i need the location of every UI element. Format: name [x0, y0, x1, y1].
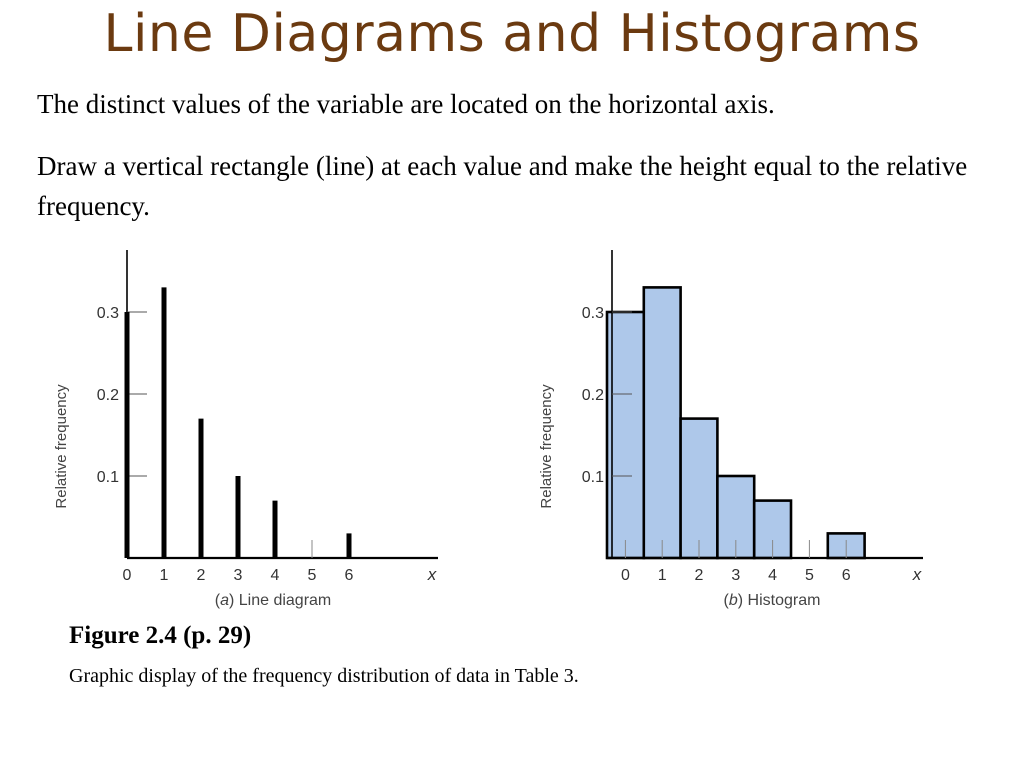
line-diagram-x-tick-label: 5 [308, 567, 317, 584]
histogram-x-tick-label: 2 [695, 567, 704, 584]
histogram-x-tick-label: 3 [731, 567, 740, 584]
histogram-x-tick-label: 4 [768, 567, 777, 584]
histogram-chart: 0.1 0.2 0.3 0 1 2 3 4 5 6 x Relative frequency (b) H… [538, 250, 923, 609]
line-diagram-caption: (a) Line diagram [215, 592, 332, 609]
histogram-caption: (b) Histogram [724, 592, 821, 609]
line-diagram-x-tick-label: 0 [123, 567, 132, 584]
histogram-x-tick-label: 6 [842, 567, 851, 584]
histogram-y-tick-label: 0.2 [582, 387, 604, 404]
line-diagram-x-tick-label: 1 [160, 567, 169, 584]
line-diagram-x-tick-label: 4 [271, 567, 280, 584]
line-diagram-y-tick-label: 0.3 [97, 305, 119, 322]
histogram-bar-1 [642, 286, 682, 560]
paragraph-axis-values: The distinct values of the variable are … [37, 89, 775, 119]
histogram-bar-2 [679, 417, 719, 560]
line-diagram-x-tick-label: 2 [197, 567, 206, 584]
figure-description: Graphic display of the frequency distrib… [69, 665, 579, 687]
paragraph-draw-rectangle: Draw a vertical rectangle (line) at each… [37, 151, 968, 221]
histogram-x-tick-label: 0 [621, 567, 630, 584]
histogram-x-tick-label: 5 [805, 567, 814, 584]
line-diagram-x-tick-label: 3 [234, 567, 243, 584]
line-diagram-chart: 0.1 0.2 0.3 0 1 2 3 4 5 6 x Relative frequency (a) L… [53, 250, 438, 609]
histogram-x-tick-label: 1 [658, 567, 667, 584]
histogram-y-tick-label: 0.1 [582, 469, 604, 486]
figure-title: Figure 2.4 (p. 29) [69, 622, 252, 649]
line-diagram-x-label: x [427, 565, 437, 584]
line-diagram-y-tick-label: 0.1 [97, 469, 119, 486]
slide-title: Line Diagrams and Histograms [103, 4, 921, 64]
histogram-y-label: Relative frequency [538, 384, 555, 509]
histogram-y-tick-label: 0.3 [582, 305, 604, 322]
line-diagram-y-label: Relative frequency [53, 384, 70, 509]
line-diagram-x-tick-label: 6 [345, 567, 354, 584]
line-diagram-y-tick-label: 0.2 [97, 387, 119, 404]
histogram-x-label: x [912, 565, 922, 584]
